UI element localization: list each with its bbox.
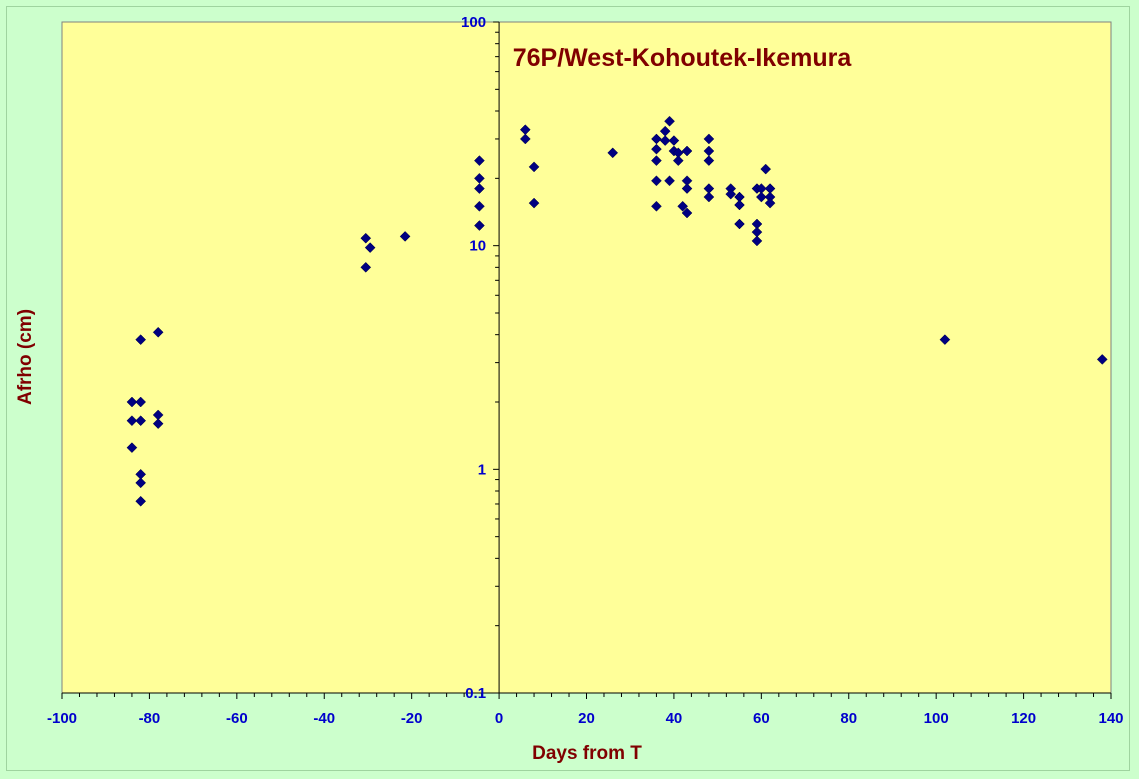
data-point — [152, 418, 164, 430]
data-point — [126, 415, 138, 427]
data-point — [135, 415, 147, 427]
data-point — [135, 477, 147, 489]
data-point — [152, 326, 164, 338]
data-point — [725, 188, 737, 200]
chart-title: 76P/West-Kohoutek-Ikemura — [513, 44, 853, 72]
data-point — [703, 191, 715, 203]
y-tick-label: 10 — [469, 238, 486, 255]
x-tick-label: 80 — [840, 710, 857, 727]
data-point — [764, 197, 776, 209]
data-point — [672, 155, 684, 166]
data-point — [651, 175, 662, 187]
x-tick-label: 120 — [1011, 710, 1036, 727]
data-point — [399, 231, 411, 242]
data-point — [659, 135, 671, 146]
x-axis-title: Days from T — [532, 743, 642, 764]
x-tick-label: -60 — [226, 710, 248, 727]
y-tick-label: 100 — [461, 14, 486, 31]
data-point — [528, 161, 540, 173]
data-point — [755, 191, 767, 203]
data-point — [474, 183, 485, 194]
x-tick-label: 40 — [666, 710, 683, 727]
data-point — [651, 155, 662, 166]
data-point — [664, 175, 675, 187]
data-point — [751, 235, 763, 247]
data-point — [1096, 354, 1108, 365]
data-point — [677, 200, 689, 212]
x-axis-ticks: -100 -80 -60 -40 -20 0 20 40 60 80 100 120 140 — [47, 693, 1124, 727]
y-axis-ticks: 0.1 1 10 100 — [461, 14, 500, 702]
data-point — [734, 218, 745, 230]
x-tick-label: -40 — [313, 710, 335, 727]
data-point — [651, 200, 662, 212]
x-tick-label: -80 — [139, 710, 161, 727]
x-tick-label: 60 — [753, 710, 770, 727]
plot-area — [61, 21, 1112, 694]
data-point — [681, 145, 693, 157]
data-point — [681, 183, 693, 194]
data-point — [474, 220, 485, 231]
data-point — [528, 197, 540, 209]
data-point — [760, 163, 772, 175]
data-point — [364, 242, 376, 253]
data-point — [135, 334, 147, 346]
data-point — [360, 261, 372, 273]
data-point — [703, 133, 715, 145]
data-point — [519, 133, 531, 145]
data-point — [126, 442, 138, 454]
x-tick-label: 20 — [578, 710, 595, 727]
y-tick-label: 1 — [478, 461, 486, 478]
data-point — [939, 334, 951, 346]
x-tick-label: 100 — [924, 710, 949, 727]
data-point — [126, 396, 138, 408]
x-tick-label: 0 — [495, 710, 503, 727]
y-axis-title: Afrho (cm) — [15, 309, 36, 405]
data-point — [474, 155, 485, 166]
y-tick-label: 0.1 — [465, 685, 486, 702]
data-point — [135, 495, 147, 507]
x-tick-label: -20 — [401, 710, 423, 727]
data-point — [668, 135, 680, 146]
data-point — [703, 155, 715, 166]
data-point — [360, 232, 372, 244]
data-point — [474, 200, 485, 212]
data-point — [607, 147, 619, 159]
x-tick-label: -100 — [47, 710, 77, 727]
x-tick-label: 140 — [1098, 710, 1123, 727]
data-point — [135, 396, 147, 408]
data-point — [681, 207, 693, 219]
data-point — [651, 143, 662, 155]
data-point — [664, 115, 675, 127]
data-points — [126, 115, 1108, 507]
data-point — [734, 199, 745, 211]
